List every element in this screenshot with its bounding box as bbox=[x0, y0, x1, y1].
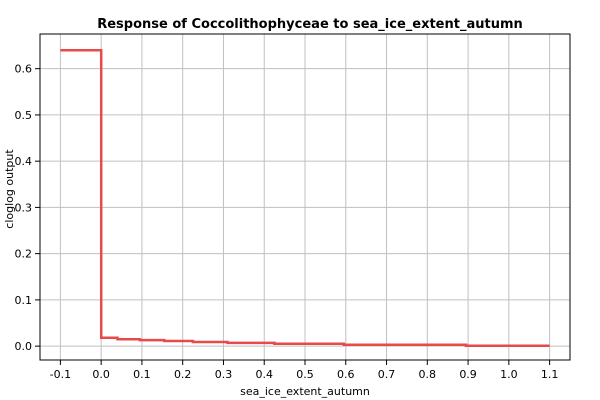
y-tick-label: 0.1 bbox=[15, 294, 33, 307]
x-axis: -0.1 0.0 0.1 0.2 0.3 0.4 0.5 0.6 0.7 0.8 0.9 1.0 1.1 bbox=[50, 360, 559, 381]
y-tick-label: 0.6 bbox=[15, 63, 33, 76]
x-tick-label: 0.1 bbox=[133, 368, 151, 381]
x-tick-label: 0.0 bbox=[92, 368, 110, 381]
x-tick-label: 0.3 bbox=[215, 368, 233, 381]
chart-title: Response of Coccolithophyceae to sea_ice… bbox=[97, 17, 523, 32]
y-tick-label: 0.0 bbox=[15, 340, 33, 353]
x-tick-label: 1.1 bbox=[541, 368, 559, 381]
y-tick-label: 0.5 bbox=[15, 109, 33, 122]
x-axis-label: sea_ice_extent_autumn bbox=[240, 385, 370, 398]
y-tick-label: 0.4 bbox=[15, 155, 33, 168]
series-line bbox=[60, 48, 550, 347]
series-layer bbox=[60, 48, 550, 347]
x-tick-label: 0.4 bbox=[255, 368, 273, 381]
x-tick-label: 0.5 bbox=[296, 368, 314, 381]
grid bbox=[40, 34, 570, 360]
y-tick-label: 0.2 bbox=[15, 248, 33, 261]
x-tick-label: 0.7 bbox=[378, 368, 396, 381]
y-axis-label: cloglog output bbox=[3, 149, 16, 229]
x-tick-label: 0.8 bbox=[419, 368, 437, 381]
x-tick-label: 0.9 bbox=[459, 368, 477, 381]
x-tick-label: 1.0 bbox=[500, 368, 518, 381]
x-tick-label: 0.6 bbox=[337, 368, 355, 381]
y-tick-label: 0.3 bbox=[15, 201, 33, 214]
y-axis: 0.0 0.1 0.2 0.3 0.4 0.5 0.6 bbox=[15, 63, 40, 353]
x-tick-label: -0.1 bbox=[50, 368, 71, 381]
x-tick-label: 0.2 bbox=[174, 368, 192, 381]
